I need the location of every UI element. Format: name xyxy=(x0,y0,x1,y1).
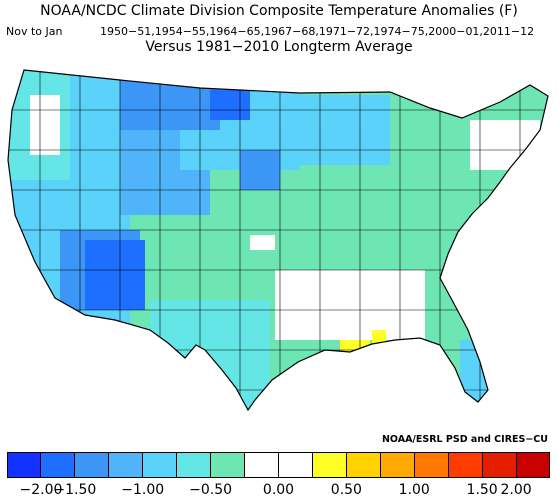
colorbar-tick-label: 0.50 xyxy=(330,482,362,498)
colorbar-tick-label: 1.50 xyxy=(466,482,498,498)
colorbar-tick-label: 1.00 xyxy=(398,482,430,498)
colorbar-tick-label: 2.00 xyxy=(500,482,532,498)
baseline-label: Versus 1981−2010 Longterm Average xyxy=(145,39,413,55)
colorbar-swatch xyxy=(7,452,41,478)
colorbar-tick-label: −1.00 xyxy=(121,482,165,498)
colorbar-tick-label: −1.50 xyxy=(53,482,97,498)
credit-label: NOAA/ESRL PSD and CIRES−CU xyxy=(381,434,548,445)
colorbar-swatch xyxy=(449,452,483,478)
colorbar-swatch xyxy=(143,452,177,478)
composite-seasons: 1950−51,1954−55,1964−65,1967−68,1971−72,… xyxy=(100,25,535,38)
colorbar-swatch xyxy=(517,452,550,478)
colorbar-swatch xyxy=(41,452,75,478)
colorbar-tick-label: −2.00 xyxy=(19,482,63,498)
colorbar-swatch xyxy=(75,452,109,478)
colorbar xyxy=(7,452,550,478)
colorbar-swatch xyxy=(483,452,517,478)
colorbar-swatch xyxy=(211,452,245,478)
colorbar-swatch xyxy=(109,452,143,478)
period-label: Nov to Jan xyxy=(6,25,63,38)
colorbar-swatch xyxy=(245,452,279,478)
colorbar-swatch xyxy=(381,452,415,478)
colorbar-swatch xyxy=(177,452,211,478)
colorbar-swatch xyxy=(313,452,347,478)
colorbar-swatch xyxy=(415,452,449,478)
colorbar-swatch xyxy=(347,452,381,478)
colorbar-tick-label: −0.50 xyxy=(189,482,233,498)
map-title: NOAA/NCDC Climate Division Composite Tem… xyxy=(40,3,518,19)
colorbar-tick-label: 0.00 xyxy=(262,482,295,498)
colorbar-swatch xyxy=(279,452,313,478)
